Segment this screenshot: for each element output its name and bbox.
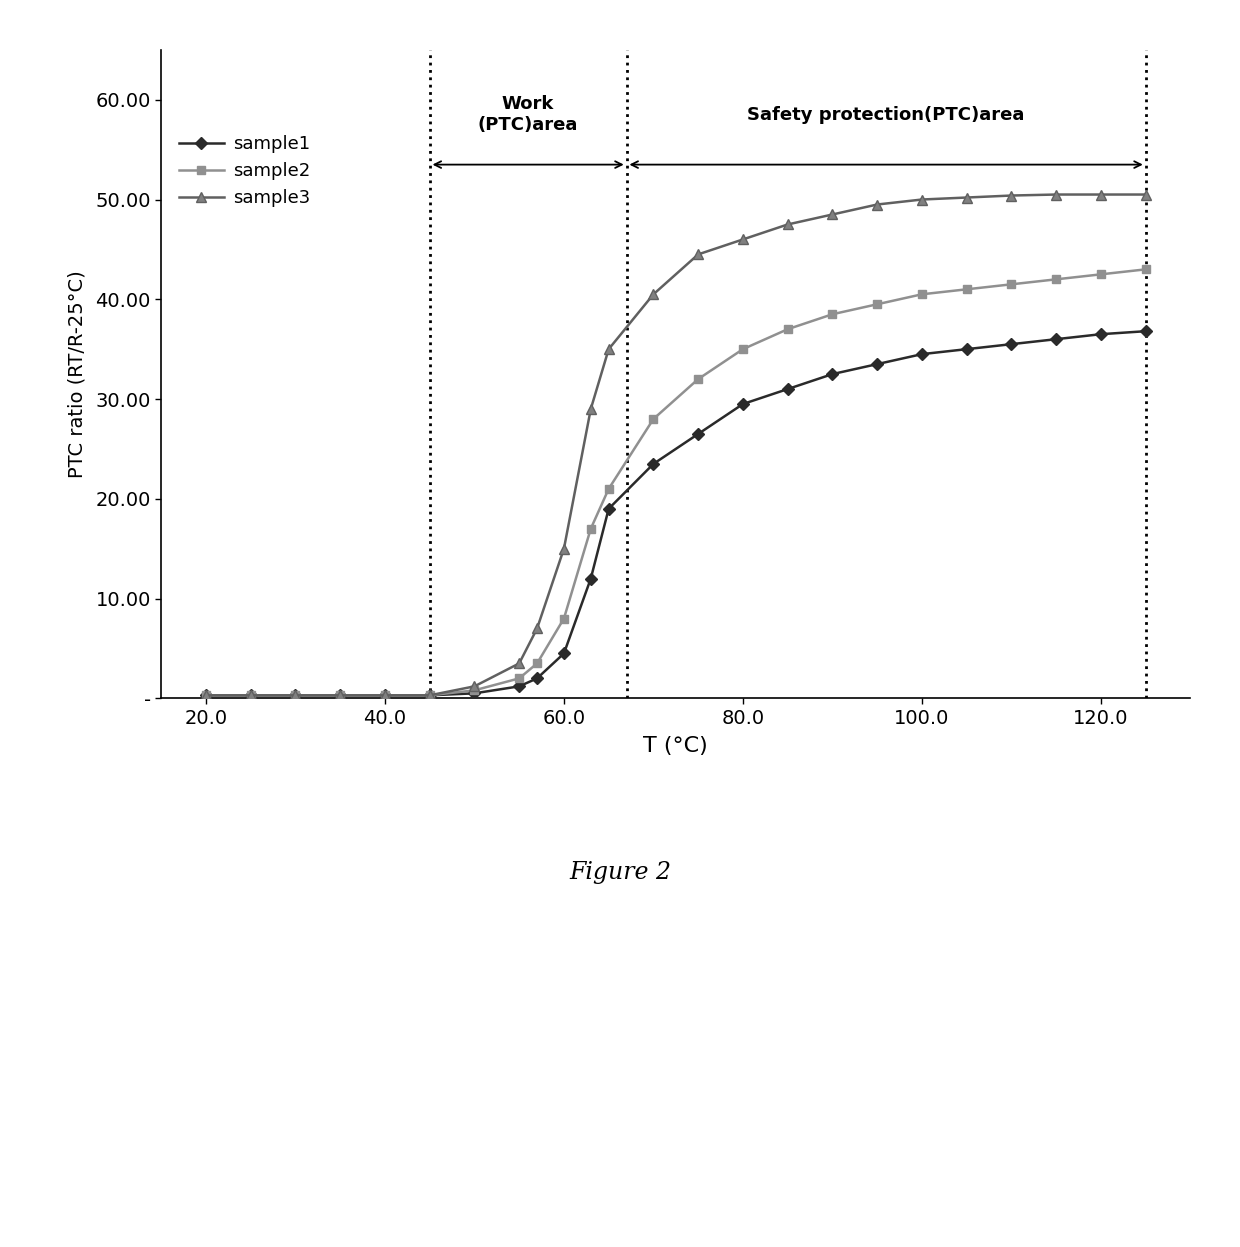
sample3 [1094, 187, 1109, 202]
sample1 [960, 342, 975, 357]
sample3 [243, 688, 258, 703]
sample2 [691, 372, 706, 387]
sample1 [1049, 332, 1064, 347]
sample3 [1049, 187, 1064, 202]
Legend: sample1, sample2, sample3: sample1, sample2, sample3 [171, 127, 317, 214]
sample1 [1094, 327, 1109, 342]
sample1 [780, 382, 795, 397]
sample1 [288, 688, 303, 703]
sample1 [583, 571, 598, 586]
sample2 [423, 688, 438, 703]
sample3 [646, 287, 661, 302]
sample3 [601, 342, 616, 357]
sample2 [243, 688, 258, 703]
sample1 [914, 347, 929, 362]
sample2 [914, 287, 929, 302]
Line: sample1: sample1 [202, 327, 1149, 700]
sample1 [691, 426, 706, 441]
sample3 [825, 207, 839, 222]
sample2 [1138, 262, 1153, 277]
sample1 [332, 688, 347, 703]
sample1 [1138, 324, 1153, 339]
sample3 [869, 197, 884, 212]
sample2 [332, 688, 347, 703]
sample2 [960, 282, 975, 297]
sample3 [1138, 187, 1153, 202]
sample3 [735, 232, 750, 247]
sample3 [1004, 188, 1019, 203]
sample1 [198, 688, 213, 703]
X-axis label: T (°C): T (°C) [644, 736, 708, 756]
sample1 [467, 686, 482, 701]
sample2 [1049, 272, 1064, 287]
sample2 [780, 322, 795, 337]
sample1 [557, 646, 572, 661]
sample1 [1004, 337, 1019, 352]
sample2 [825, 307, 839, 322]
sample1 [601, 501, 616, 516]
sample3 [198, 688, 213, 703]
Line: sample3: sample3 [201, 190, 1151, 700]
sample3 [288, 688, 303, 703]
sample3 [332, 688, 347, 703]
sample2 [583, 521, 598, 536]
sample1 [423, 688, 438, 703]
sample3 [914, 192, 929, 207]
sample1 [646, 456, 661, 471]
sample2 [1094, 267, 1109, 282]
sample1 [377, 688, 392, 703]
sample3 [512, 656, 527, 671]
sample1 [825, 367, 839, 382]
sample2 [529, 656, 544, 671]
Text: Figure 2: Figure 2 [569, 862, 671, 884]
Text: Work
(PTC)area: Work (PTC)area [477, 95, 578, 135]
sample3 [423, 688, 438, 703]
sample2 [646, 412, 661, 426]
Text: Safety protection(PTC)area: Safety protection(PTC)area [748, 106, 1024, 123]
sample3 [467, 678, 482, 693]
sample2 [467, 683, 482, 698]
sample1 [735, 397, 750, 412]
sample2 [735, 342, 750, 357]
sample3 [377, 688, 392, 703]
sample1 [869, 357, 884, 372]
sample3 [529, 621, 544, 636]
sample3 [583, 402, 598, 416]
sample2 [288, 688, 303, 703]
Y-axis label: PTC ratio (RT/R-25°C): PTC ratio (RT/R-25°C) [68, 271, 87, 478]
sample2 [557, 611, 572, 626]
sample3 [780, 217, 795, 232]
Line: sample2: sample2 [202, 266, 1149, 700]
sample2 [377, 688, 392, 703]
sample2 [601, 481, 616, 496]
sample3 [960, 190, 975, 205]
sample2 [1004, 277, 1019, 292]
sample3 [557, 541, 572, 556]
sample1 [243, 688, 258, 703]
sample2 [512, 671, 527, 686]
sample1 [512, 678, 527, 693]
sample2 [869, 297, 884, 312]
sample2 [198, 688, 213, 703]
sample3 [691, 247, 706, 262]
sample1 [529, 671, 544, 686]
